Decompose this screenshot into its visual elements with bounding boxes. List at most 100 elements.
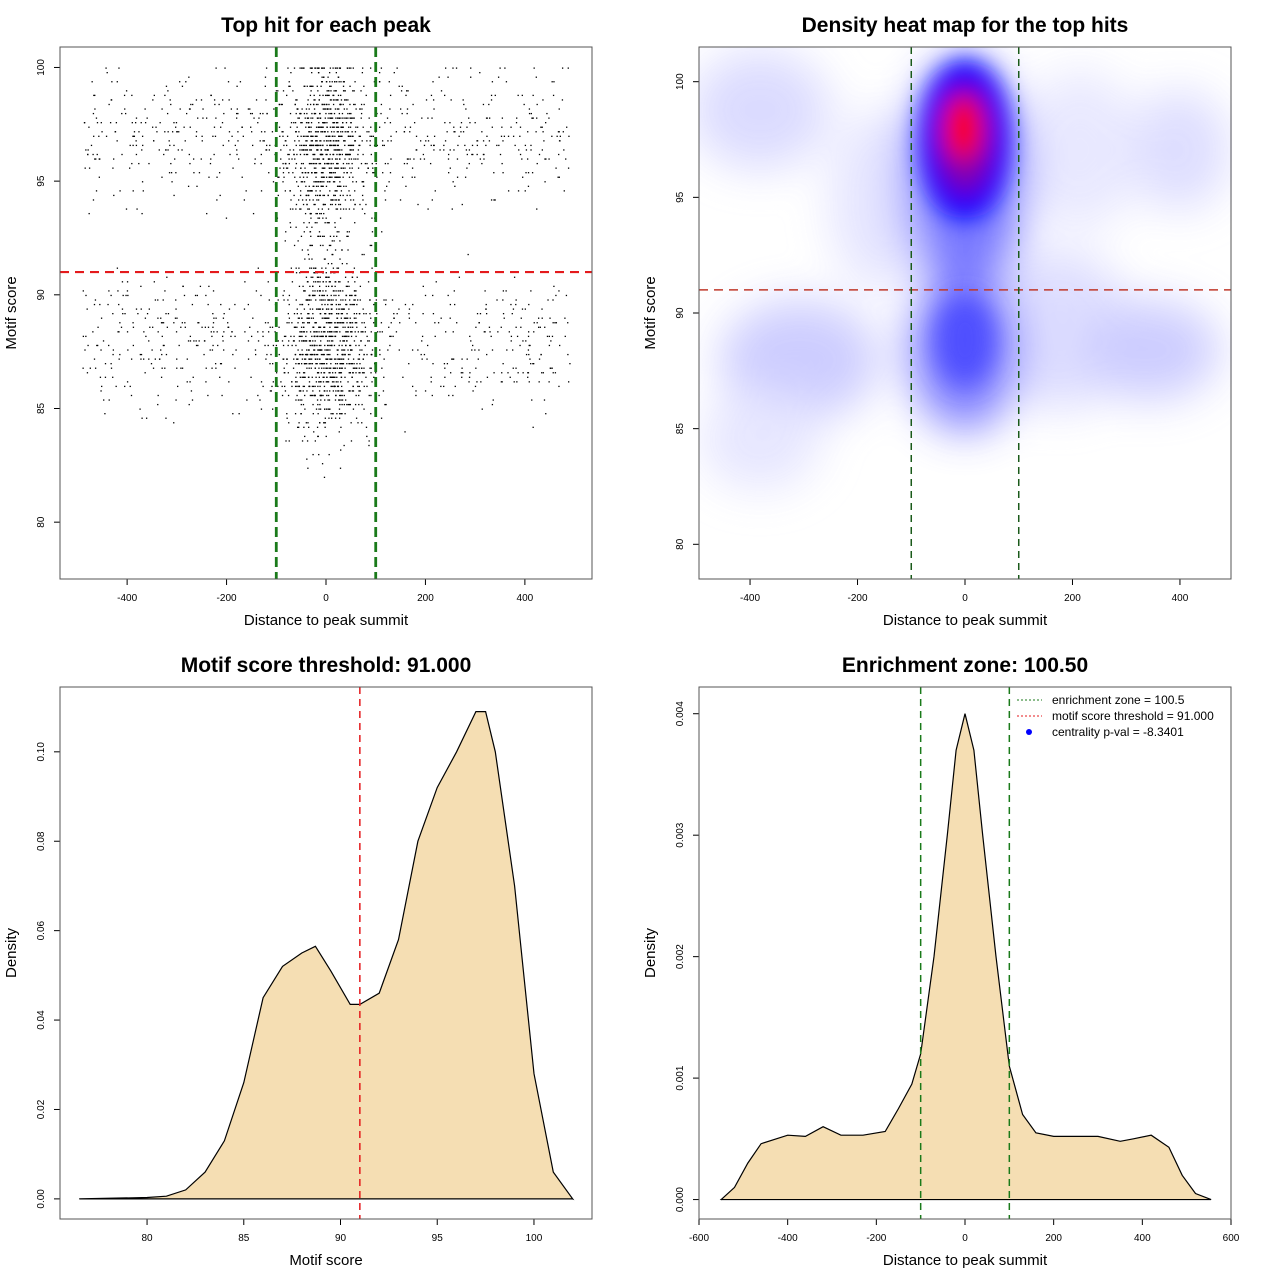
scatter-point bbox=[365, 313, 367, 315]
scatter-point bbox=[297, 358, 299, 360]
scatter-point bbox=[305, 340, 307, 342]
scatter-point bbox=[355, 322, 358, 324]
scatter-point bbox=[543, 399, 546, 401]
scatter-point bbox=[216, 176, 218, 178]
scatter-point bbox=[301, 149, 303, 151]
scatter-point bbox=[300, 167, 302, 169]
scatter-point bbox=[330, 112, 332, 115]
scatter-point bbox=[510, 335, 513, 338]
scatter-point bbox=[353, 158, 355, 160]
scatter-point bbox=[376, 144, 378, 147]
scatter-point bbox=[308, 258, 310, 260]
scatter-point bbox=[424, 390, 427, 392]
scatter-point bbox=[205, 117, 208, 119]
scatter-point bbox=[552, 322, 554, 324]
scatter-point bbox=[291, 322, 293, 324]
scatter-point bbox=[330, 335, 332, 338]
scatter-point bbox=[260, 153, 262, 156]
scatter-point bbox=[86, 308, 88, 310]
scatter-point bbox=[485, 313, 488, 315]
scatter-point bbox=[175, 308, 177, 310]
scatter-point bbox=[340, 94, 342, 97]
scatter-point bbox=[341, 335, 344, 338]
scatter-point bbox=[380, 322, 383, 324]
scatter-point bbox=[521, 308, 524, 310]
scatter-point bbox=[355, 367, 357, 369]
scatter-point bbox=[214, 135, 217, 137]
scatter-point bbox=[329, 85, 331, 87]
scatter-point bbox=[347, 381, 349, 383]
scatter-point bbox=[241, 126, 243, 128]
scatter-point bbox=[502, 172, 504, 174]
scatter-point bbox=[427, 117, 429, 119]
scatter-point bbox=[332, 144, 334, 147]
scatter-point bbox=[337, 303, 340, 306]
scatter-point bbox=[237, 140, 239, 142]
scatter-point bbox=[325, 322, 328, 324]
scatter-point bbox=[566, 126, 568, 128]
scatter-point bbox=[336, 367, 338, 369]
scatter-point bbox=[476, 381, 478, 383]
scatter-point bbox=[535, 76, 537, 78]
scatter-point bbox=[140, 353, 143, 356]
scatter-point bbox=[312, 199, 314, 201]
scatter-point bbox=[330, 99, 332, 101]
scatter-point bbox=[306, 349, 308, 351]
scatter-point bbox=[452, 358, 455, 360]
scatter-point bbox=[510, 126, 512, 128]
scatter-point bbox=[331, 308, 333, 310]
scatter-point bbox=[321, 67, 323, 69]
scatter-point bbox=[264, 85, 266, 87]
scatter-point bbox=[288, 158, 290, 160]
scatter-point bbox=[295, 376, 297, 378]
scatter-point bbox=[329, 299, 331, 301]
scatter-point bbox=[393, 313, 395, 315]
scatter-point bbox=[104, 376, 107, 378]
scatter-point bbox=[200, 99, 203, 101]
scatter-point bbox=[338, 231, 340, 233]
scatter-point bbox=[557, 131, 560, 133]
scatter-point bbox=[331, 176, 333, 178]
scatter-point bbox=[317, 403, 319, 406]
scatter-point bbox=[304, 144, 306, 147]
scatter-point bbox=[455, 67, 458, 69]
scatter-point bbox=[339, 367, 341, 369]
scatter-point bbox=[320, 212, 322, 215]
scatter-point bbox=[388, 181, 390, 183]
scatter-point bbox=[313, 353, 316, 356]
scatter-point bbox=[457, 144, 459, 147]
scatter-point bbox=[281, 103, 283, 106]
scatter-point bbox=[311, 353, 314, 356]
scatter-point bbox=[342, 90, 345, 92]
scatter-point bbox=[138, 131, 140, 133]
scatter-point bbox=[139, 353, 141, 356]
scatter-point bbox=[211, 367, 213, 369]
scatter-point bbox=[412, 103, 414, 106]
scatter-point bbox=[352, 303, 354, 306]
scatter-point bbox=[238, 413, 240, 415]
scatter-point bbox=[323, 194, 326, 197]
scatter-point bbox=[327, 131, 329, 133]
scatter-point bbox=[360, 103, 363, 106]
scatter-point bbox=[304, 167, 306, 169]
scatter-point bbox=[335, 126, 338, 128]
scatter-point bbox=[199, 285, 202, 288]
scatter-point bbox=[308, 208, 310, 210]
scatter-point bbox=[401, 85, 403, 87]
scatter-point bbox=[327, 399, 329, 401]
scatter-point bbox=[358, 390, 360, 392]
scatter-point bbox=[324, 167, 326, 169]
scatter-point bbox=[349, 322, 352, 324]
scatter-point bbox=[296, 126, 298, 128]
scatter-point bbox=[541, 126, 543, 128]
scatter-point bbox=[320, 140, 322, 142]
scatter-point bbox=[345, 117, 347, 119]
scatter-point bbox=[338, 203, 340, 206]
scatter-point bbox=[228, 99, 230, 101]
scatter-point bbox=[300, 335, 302, 338]
scatter-point bbox=[314, 340, 316, 342]
scatter-point bbox=[350, 158, 353, 160]
scatter-point bbox=[349, 117, 351, 119]
x-tick-label: 0 bbox=[323, 593, 329, 604]
scatter-point bbox=[509, 376, 511, 378]
